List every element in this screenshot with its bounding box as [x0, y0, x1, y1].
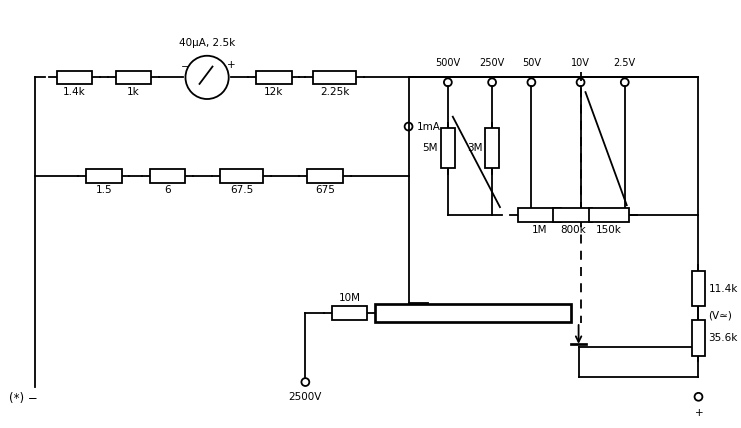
Text: 10M: 10M — [339, 294, 361, 303]
Text: 6: 6 — [165, 185, 171, 196]
Text: 10V: 10V — [571, 57, 590, 68]
Text: 2.25k: 2.25k — [320, 87, 350, 97]
Bar — [441, 128, 455, 168]
Text: 250V: 250V — [479, 57, 505, 68]
Bar — [313, 71, 356, 84]
Bar — [518, 208, 561, 222]
Bar — [589, 208, 628, 222]
Text: (*) −: (*) − — [9, 392, 37, 405]
Text: 675: 675 — [315, 185, 335, 196]
Text: 35.6k: 35.6k — [708, 333, 738, 343]
Bar — [308, 169, 342, 183]
Text: 40μA, 2.5k: 40μA, 2.5k — [179, 38, 235, 48]
Text: $+$: $+$ — [694, 407, 703, 418]
Text: 1mA: 1mA — [416, 122, 440, 131]
Bar — [116, 71, 151, 84]
Text: 800k: 800k — [559, 225, 585, 235]
Text: 1.5: 1.5 — [96, 185, 112, 196]
Text: 5M: 5M — [422, 143, 438, 153]
Text: 3M: 3M — [467, 143, 482, 153]
Text: 500V: 500V — [435, 57, 460, 68]
Text: $-$: $-$ — [179, 59, 189, 69]
Bar — [150, 169, 185, 183]
Bar — [375, 304, 571, 322]
Text: 67.5: 67.5 — [230, 185, 253, 196]
Text: 12k: 12k — [265, 87, 284, 97]
Bar — [256, 71, 292, 84]
Bar — [220, 169, 263, 183]
Text: 150k: 150k — [596, 225, 622, 235]
Bar — [86, 169, 122, 183]
Text: (V≃): (V≃) — [708, 310, 732, 320]
Bar — [691, 320, 705, 356]
Text: 1k: 1k — [127, 87, 140, 97]
Text: 2.5V: 2.5V — [614, 57, 636, 68]
Bar — [332, 306, 368, 320]
Bar — [691, 271, 705, 306]
Bar — [485, 128, 499, 168]
Text: 2500V: 2500V — [289, 392, 322, 402]
Text: $+$: $+$ — [226, 59, 236, 69]
Text: 11.4k: 11.4k — [708, 284, 738, 294]
Text: 50V: 50V — [522, 57, 541, 68]
Text: 1.4k: 1.4k — [63, 87, 86, 97]
Text: 1M: 1M — [531, 225, 547, 235]
Bar — [553, 208, 592, 222]
Bar — [57, 71, 92, 84]
